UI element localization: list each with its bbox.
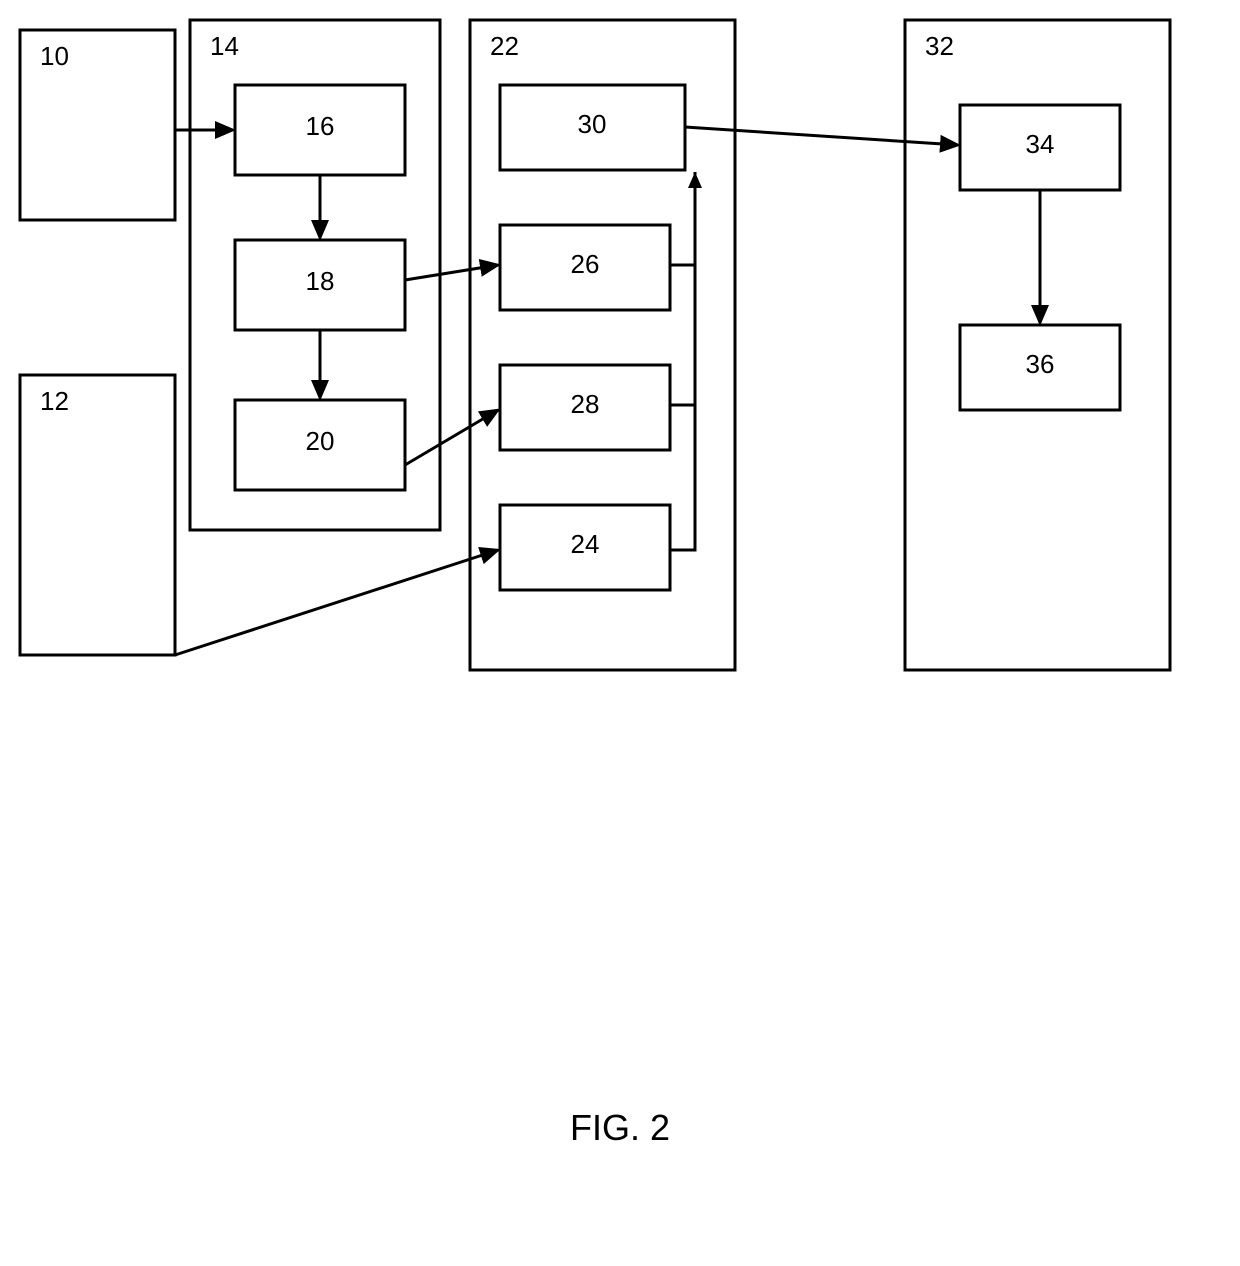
figure-caption: FIG. 2 (570, 1107, 670, 1148)
node-label-34: 34 (1026, 129, 1055, 159)
arrow-a8 (175, 550, 498, 655)
node-label-20: 20 (306, 426, 335, 456)
node-label-36: 36 (1026, 349, 1055, 379)
node-32 (905, 20, 1170, 670)
node-label-30: 30 (578, 109, 607, 139)
node-label-18: 18 (306, 266, 335, 296)
node-label-16: 16 (306, 111, 335, 141)
diagram-svg: 10 12 14 16 18 20 22 30 26 28 24 32 34 36 FIG. 2 (0, 0, 1240, 1261)
nodes-group: 10 12 14 16 18 20 22 30 26 28 24 32 34 36 (20, 20, 1170, 670)
edges-group (175, 127, 1040, 655)
node-label-32: 32 (925, 31, 954, 61)
node-label-24: 24 (571, 529, 600, 559)
node-label-10: 10 (40, 41, 69, 71)
node-label-14: 14 (210, 31, 239, 61)
arrow-a6 (685, 127, 958, 145)
arrow-a5 (405, 410, 498, 465)
node-label-26: 26 (571, 249, 600, 279)
node-label-22: 22 (490, 31, 519, 61)
edge-e3-arrowhead (688, 172, 702, 188)
node-12 (20, 375, 175, 655)
node-label-28: 28 (571, 389, 600, 419)
node-label-12: 12 (40, 386, 69, 416)
edge-e1 (670, 265, 695, 550)
arrow-a4 (405, 265, 498, 280)
